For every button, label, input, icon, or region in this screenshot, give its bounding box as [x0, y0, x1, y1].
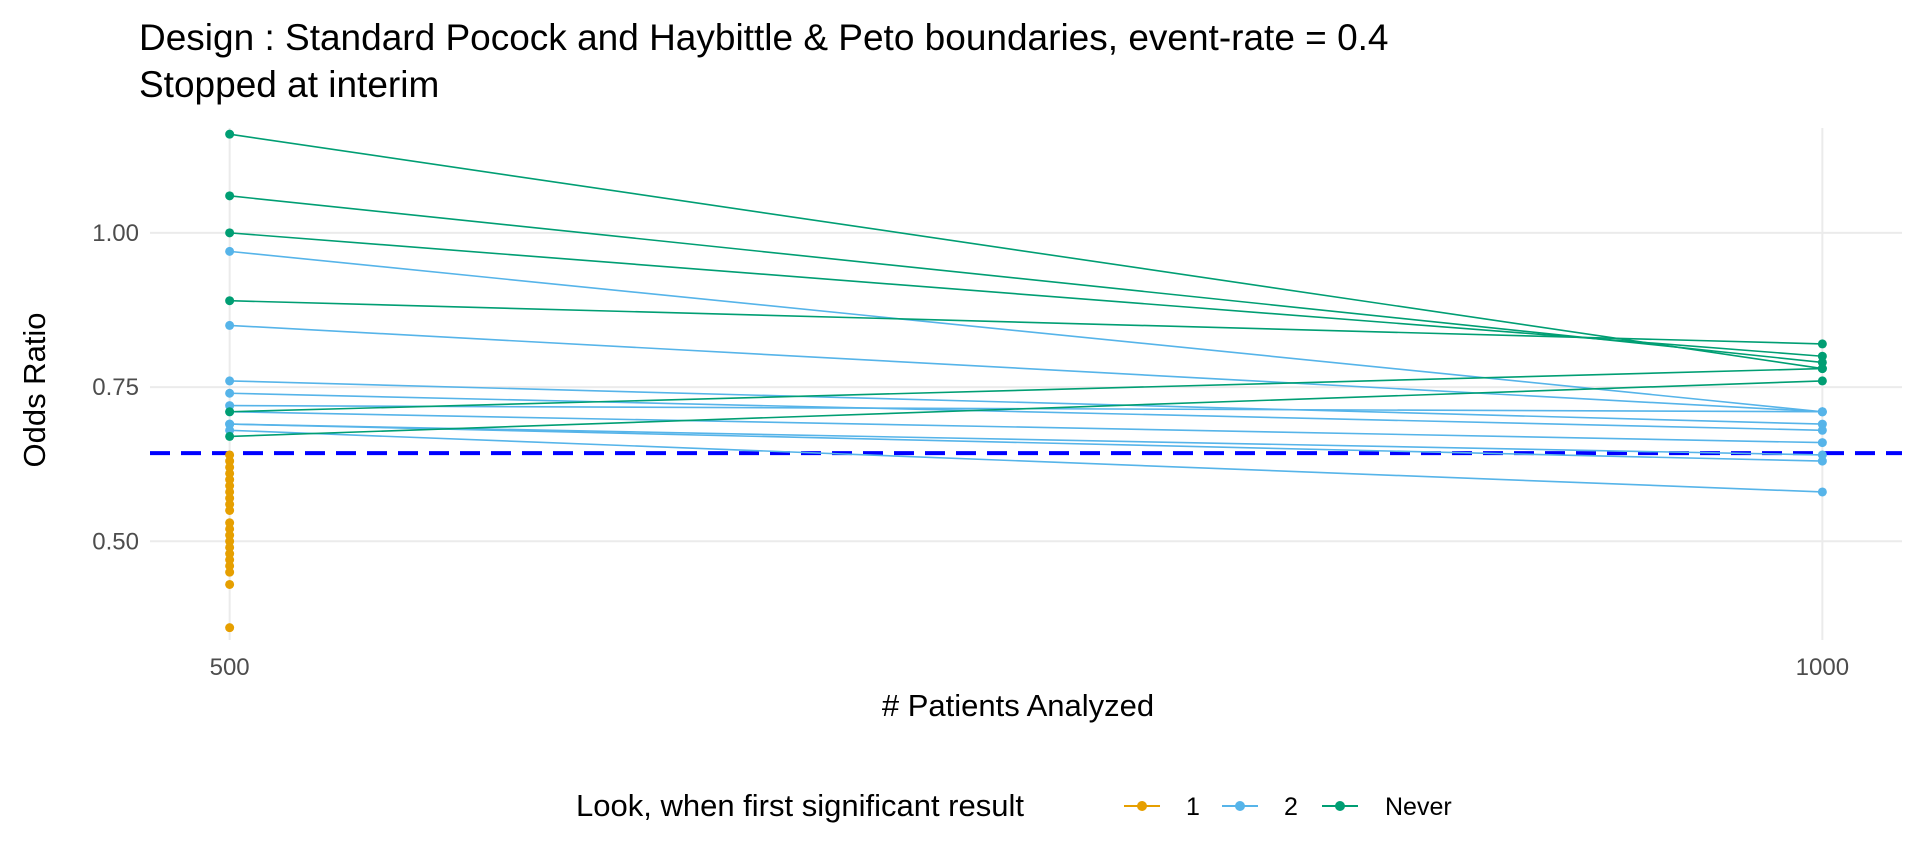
series-1-point-6: [225, 487, 235, 497]
series-2-point-8-b: [1817, 487, 1827, 497]
series-1-point-14: [225, 542, 235, 552]
series-1-point-18: [225, 567, 235, 577]
series-never-point-1-b: [1817, 357, 1827, 367]
series-1-point-7: [225, 493, 235, 503]
series-never-point-2-b: [1817, 351, 1827, 361]
series-never-point-3-b: [1817, 339, 1827, 349]
legend-item-2: 2: [1222, 793, 1298, 821]
series-2-line-1: [229, 324, 1823, 413]
series-1-point-20: [225, 623, 235, 633]
series-1-point-5: [225, 481, 235, 491]
chart-subtitle: Stopped at interim: [139, 64, 439, 105]
series-2-point-7-a: [225, 419, 235, 429]
series-2-point-1-a: [225, 320, 235, 330]
series-lines: [229, 133, 1823, 493]
series-2-point-2-b: [1817, 419, 1827, 429]
series-2-point-6-b: [1817, 450, 1827, 460]
series-2-line-2: [229, 380, 1823, 425]
series-never-point-3-a: [225, 296, 235, 306]
series-1-point-8: [225, 499, 235, 509]
series-1-point-15: [225, 549, 235, 559]
series-2-line-3: [229, 392, 1823, 432]
y-tick-label-0: 0.50: [92, 528, 139, 555]
legend-title: Look, when first significant result: [576, 788, 1024, 823]
x-axis-title: # Patients Analyzed: [882, 688, 1154, 723]
gridlines: [150, 128, 1902, 640]
series-2-line-8: [229, 429, 1823, 493]
series-never-point-2-a: [225, 228, 235, 238]
x-axis-ticks: 500 1000: [210, 654, 1849, 681]
series-2-line-7: [229, 423, 1823, 462]
series-2-point-7-b: [1817, 456, 1827, 466]
series-1-point-11: [225, 524, 235, 534]
series-never-point-0-a: [225, 129, 235, 139]
series-2-point-4-a: [225, 401, 235, 411]
x-tick-label-1: 1000: [1796, 654, 1849, 681]
series-never-line-4: [229, 367, 1823, 413]
series-2-point-8-a: [225, 425, 235, 435]
series-1-point-13: [225, 536, 235, 546]
series-2-point-0-a: [225, 246, 235, 256]
series-never-point-4-a: [225, 407, 235, 417]
legend-item-1: 1: [1124, 793, 1200, 821]
series-2-line-5: [229, 410, 1823, 444]
series-2-line-0: [229, 250, 1823, 413]
series-1-point-4: [225, 475, 235, 485]
series-2-point-5-b: [1817, 438, 1827, 448]
series-never-line-0: [229, 133, 1823, 370]
legend-key-point-2: [1235, 801, 1245, 811]
series-never-line-2: [229, 232, 1823, 358]
series-1-point-0: [225, 450, 235, 460]
series-2-point-4-b: [1817, 407, 1827, 417]
series-1-point-2: [225, 462, 235, 472]
series-1-point-1: [225, 456, 235, 466]
series-1-point-3: [225, 468, 235, 478]
legend-label-never: Never: [1385, 793, 1452, 821]
series-never-line-5: [229, 380, 1823, 438]
series-never-line-3: [229, 299, 1823, 345]
series-1-point-17: [225, 561, 235, 571]
y-axis-title: Odds Ratio: [17, 312, 52, 467]
series-never-point-5-b: [1817, 376, 1827, 386]
legend-label-2: 2: [1284, 793, 1298, 821]
series-points: [225, 129, 1827, 633]
legend-item-never: Never: [1322, 793, 1452, 821]
series-never-line-1: [229, 195, 1823, 364]
legend-key-point-never: [1335, 801, 1345, 811]
series-1-point-10: [225, 518, 235, 528]
series-1-point-19: [225, 579, 235, 589]
legend: Look, when first significant result 1 2 …: [576, 788, 1452, 823]
series-1-point-12: [225, 530, 235, 540]
series-never-point-5-a: [225, 431, 235, 441]
series-1-point-9: [225, 505, 235, 515]
series-2-point-3-a: [225, 388, 235, 398]
y-axis-ticks: 0.50 0.75 1.00: [92, 220, 139, 555]
x-tick-label-0: 500: [210, 654, 250, 681]
y-tick-label-1: 0.75: [92, 374, 139, 401]
y-tick-label-2: 1.00: [92, 220, 139, 247]
series-1-point-16: [225, 555, 235, 565]
series-2-line-6: [229, 423, 1823, 456]
series-2-point-3-b: [1817, 425, 1827, 435]
series-never-point-1-a: [225, 191, 235, 201]
legend-label-1: 1: [1186, 793, 1200, 821]
legend-key-point-1: [1137, 801, 1147, 811]
series-never-point-4-b: [1817, 364, 1827, 374]
series-2-point-2-a: [225, 376, 235, 386]
chart-title: Design : Standard Pocock and Haybittle &…: [139, 17, 1389, 58]
